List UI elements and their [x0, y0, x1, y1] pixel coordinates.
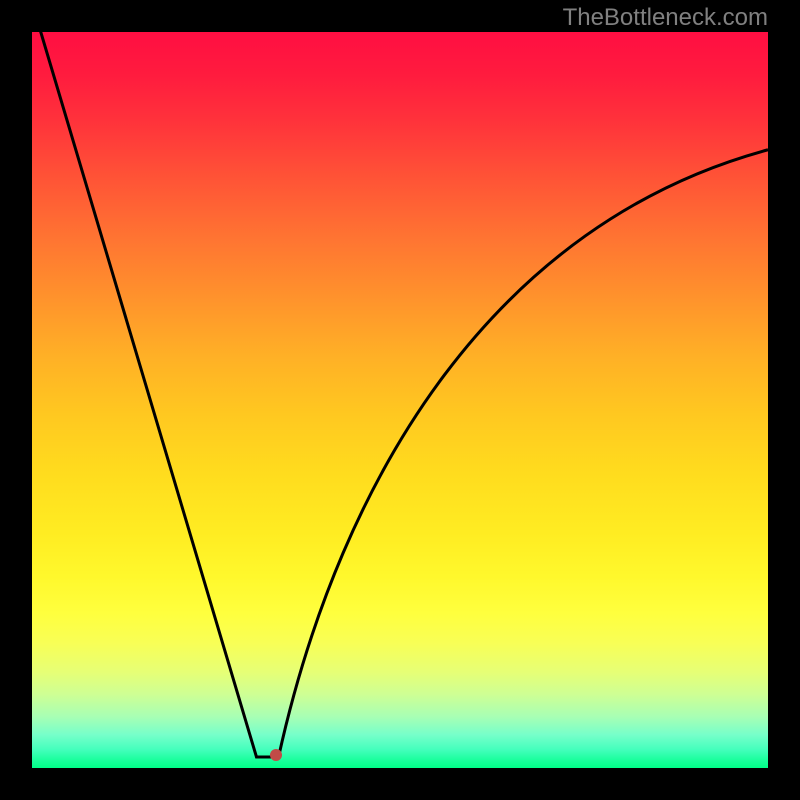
- plot-area: [32, 32, 768, 768]
- chart-root: TheBottleneck.com: [0, 0, 800, 800]
- watermark: TheBottleneck.com: [563, 4, 768, 32]
- bottleneck-curve: [32, 32, 768, 768]
- curve-path: [32, 3, 768, 757]
- minimum-marker: [270, 749, 282, 761]
